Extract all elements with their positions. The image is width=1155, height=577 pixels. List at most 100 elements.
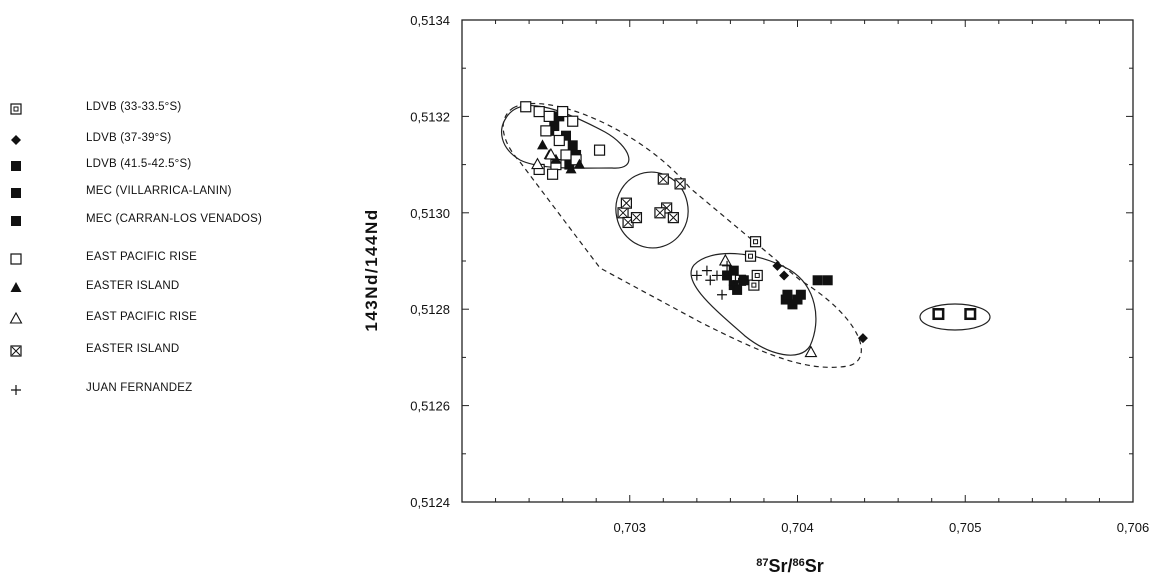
- data-point: [857, 333, 868, 344]
- legend-symbol: [11, 135, 21, 145]
- data-point: [691, 270, 702, 281]
- legend-entry: MEC (VILLARRICA-LANIN): [0, 183, 360, 203]
- y-axis-title: 143Nd/144Nd: [362, 208, 381, 331]
- data-point: [549, 121, 560, 132]
- data-point: [565, 163, 577, 174]
- data-point: [722, 270, 733, 281]
- field-envelope-easter: [615, 171, 689, 249]
- y-tick-label: 0,5134: [410, 13, 450, 28]
- legend-marker: [10, 345, 22, 357]
- data-point: [617, 207, 629, 219]
- data-point: [744, 250, 757, 262]
- legend-symbol: [11, 161, 21, 171]
- legend-entry: EAST PACIFIC RISE: [0, 249, 360, 269]
- data-point: [718, 253, 732, 266]
- data-point: [593, 144, 606, 156]
- data-point: [667, 212, 679, 224]
- series-7: [531, 147, 818, 358]
- legend-entry: LDVB (41.5-42.5°S): [0, 156, 360, 176]
- legend-entry: LDVB (33-33.5°S): [0, 99, 360, 119]
- data-point: [543, 110, 555, 123]
- data-point: [537, 139, 549, 150]
- legend-label: EAST PACIFIC RISE: [86, 311, 197, 323]
- legend-marker: [11, 188, 21, 198]
- series-2: [780, 289, 806, 310]
- legend-label: EAST PACIFIC RISE: [86, 251, 197, 263]
- legend-entry: EAST PACIFIC RISE: [0, 309, 360, 329]
- legend-symbol: [9, 311, 23, 324]
- data-point: [728, 265, 739, 276]
- data-point: [657, 173, 669, 185]
- legend-label: JUAN FERNANDEZ: [86, 382, 193, 394]
- legend-symbol: [11, 216, 21, 226]
- data-point: [749, 236, 762, 248]
- data-point: [787, 299, 798, 310]
- legend-entry: LDVB (37-39°S): [0, 130, 360, 150]
- plot-frame: [461, 19, 1134, 503]
- series-5: [520, 101, 606, 180]
- legend-symbol: [11, 188, 21, 198]
- legend-marker: [11, 216, 21, 226]
- data-point: [567, 115, 579, 127]
- data-point: [540, 125, 552, 137]
- legend-marker: [10, 103, 22, 115]
- data-point: [630, 212, 643, 224]
- legend-entry: JUAN FERNANDEZ: [0, 380, 360, 400]
- series-9: [691, 260, 739, 300]
- y-tick-label: 0,5124: [410, 495, 450, 510]
- data-point: [654, 207, 666, 219]
- legend-marker: [10, 282, 22, 292]
- legend-label: MEC (CARRAN-LOS VENADOS): [86, 213, 263, 225]
- legend-label: LDVB (37-39°S): [86, 132, 172, 144]
- legend-symbol: [11, 385, 21, 395]
- data-point: [738, 275, 749, 286]
- x-tick-label: 0,703: [613, 520, 646, 535]
- data-point: [705, 275, 716, 286]
- data-point: [782, 289, 793, 300]
- field-envelope-dashed: [502, 103, 862, 368]
- data-point: [564, 159, 575, 170]
- data-point: [732, 284, 743, 295]
- x-tick-label: 0,704: [781, 520, 814, 535]
- chart-legend: LDVB (33-33.5°S) LDVB (37-39°S) LDVB (41.5…: [0, 0, 360, 577]
- legend-label: EASTER ISLAND: [86, 343, 180, 355]
- data-point: [792, 294, 803, 305]
- series-1: [772, 260, 868, 344]
- data-point: [553, 134, 565, 147]
- series-8: [617, 173, 686, 229]
- data-point: [751, 269, 763, 282]
- data-point: [520, 101, 532, 113]
- legend-symbol: [10, 253, 22, 265]
- legend-marker: [10, 253, 22, 265]
- legend-marker: [11, 135, 21, 145]
- data-point: [701, 265, 712, 276]
- x-tick-label: 0,705: [949, 520, 982, 535]
- legend-label: EASTER ISLAND: [86, 280, 180, 292]
- legend-marker: [11, 161, 21, 171]
- data-point: [964, 308, 977, 321]
- legend-symbol: [10, 345, 22, 357]
- data-point: [567, 140, 578, 151]
- data-point: [812, 275, 823, 286]
- x-tick-label: 0,706: [1117, 520, 1150, 535]
- legend-marker: [11, 385, 21, 395]
- data-point: [711, 270, 722, 281]
- legend-symbol: [10, 103, 22, 115]
- y-tick-label: 0,5128: [410, 302, 450, 317]
- legend-entry: MEC (CARRAN-LOS VENADOS): [0, 211, 360, 231]
- field-envelope-outlier: [919, 303, 991, 331]
- data-point: [546, 168, 559, 180]
- legend-entry: EASTER ISLAND: [0, 278, 360, 298]
- data-point: [620, 197, 632, 209]
- data-point: [748, 279, 760, 291]
- y-tick-label: 0,5132: [410, 109, 450, 124]
- y-tick-label: 0,5126: [410, 399, 450, 414]
- series-10: [932, 308, 977, 321]
- legend-marker: [9, 311, 23, 324]
- data-point: [932, 308, 945, 321]
- data-point: [804, 345, 818, 358]
- data-point: [728, 280, 739, 291]
- field-envelope-epr: [501, 105, 630, 169]
- data-point: [531, 157, 544, 170]
- legend-label: MEC (VILLARRICA-LANIN): [86, 185, 232, 197]
